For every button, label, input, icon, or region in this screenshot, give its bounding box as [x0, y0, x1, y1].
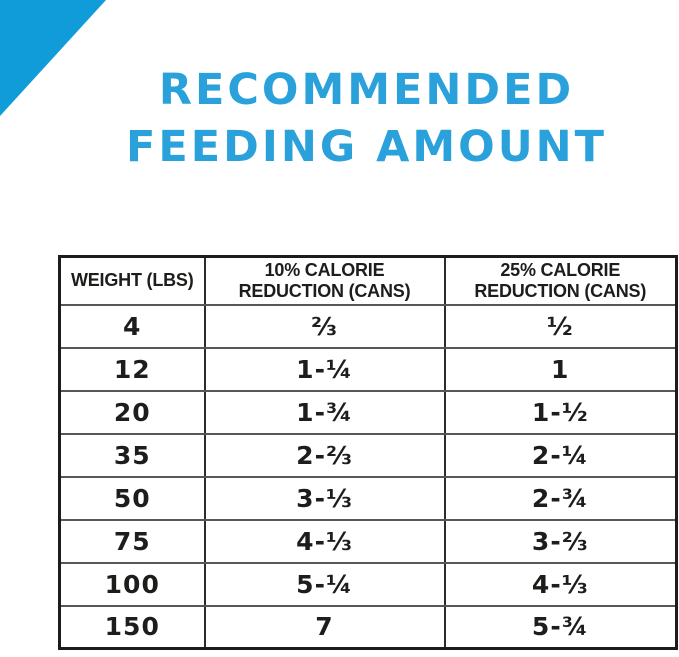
table-row: 50 3-⅓ 2-¾: [58, 475, 678, 521]
cell-cal10: 1-¼: [203, 346, 446, 392]
cell-cal25: 4-⅓: [443, 561, 678, 607]
table-header-row: WEIGHT (LBS) 10% CALORIE REDUCTION (CANS…: [58, 255, 678, 306]
header-10pct-calorie-reduction: 10% CALORIE REDUCTION (CANS): [203, 255, 446, 306]
page-title-line-1: RECOMMENDED: [158, 65, 575, 115]
cell-weight: 100: [58, 561, 206, 607]
header-weight-lbs: WEIGHT (LBS): [58, 255, 206, 306]
cell-weight: 75: [58, 518, 206, 564]
table-row: 12 1-¼ 1: [58, 346, 678, 392]
cell-cal10: 7: [203, 604, 446, 650]
cell-cal10: 5-¼: [203, 561, 446, 607]
cell-cal25: 3-⅔: [443, 518, 678, 564]
cell-cal10: 2-⅔: [203, 432, 446, 478]
table-row: 150 7 5-¾: [58, 604, 678, 650]
table-row: 4 ⅔ ½: [58, 303, 678, 349]
table-row: 100 5-¼ 4-⅓: [58, 561, 678, 607]
cell-cal25: 2-¼: [443, 432, 678, 478]
cell-cal25: 1-½: [443, 389, 678, 435]
cell-cal25: 2-¾: [443, 475, 678, 521]
cell-weight: 12: [58, 346, 206, 392]
table-row: 75 4-⅓ 3-⅔: [58, 518, 678, 564]
cell-cal10: ⅔: [203, 303, 446, 349]
cell-weight: 35: [58, 432, 206, 478]
feeding-table: WEIGHT (LBS) 10% CALORIE REDUCTION (CANS…: [58, 255, 678, 650]
cell-cal10: 3-⅓: [203, 475, 446, 521]
cell-cal25: 1: [443, 346, 678, 392]
cell-weight: 20: [58, 389, 206, 435]
cell-weight: 4: [58, 303, 206, 349]
cell-weight: 50: [58, 475, 206, 521]
cell-cal10: 1-¾: [203, 389, 446, 435]
page-title: RECOMMENDED FEEDING AMOUNT: [58, 62, 675, 176]
table-row: 20 1-¾ 1-½: [58, 389, 678, 435]
page-title-line-2: FEEDING AMOUNT: [126, 122, 607, 172]
cell-cal10: 4-⅓: [203, 518, 446, 564]
table-row: 35 2-⅔ 2-¼: [58, 432, 678, 478]
cell-cal25: 5-¾: [443, 604, 678, 650]
header-25pct-calorie-reduction: 25% CALORIE REDUCTION (CANS): [443, 255, 678, 306]
cell-weight: 150: [58, 604, 206, 650]
cell-cal25: ½: [443, 303, 678, 349]
